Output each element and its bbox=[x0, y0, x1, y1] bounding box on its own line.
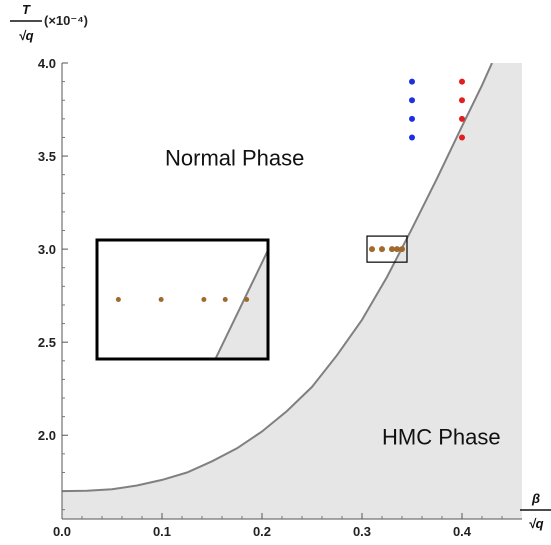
inset-data-point bbox=[158, 297, 164, 302]
y-axis-title-scale-suffix: (×10⁻⁴) bbox=[44, 13, 88, 28]
x-tick-label: 0.3 bbox=[353, 524, 371, 539]
data-point bbox=[399, 246, 405, 253]
region-label-hmc: HMC Phase bbox=[382, 425, 501, 450]
x-axis-title-denominator: √q bbox=[528, 516, 543, 531]
data-point bbox=[394, 246, 400, 253]
inset-data-point bbox=[222, 297, 228, 302]
data-point bbox=[379, 246, 385, 253]
y-tick-label: 2.5 bbox=[38, 335, 56, 350]
x-axis-title-numerator: β bbox=[531, 491, 540, 506]
data-point bbox=[389, 246, 395, 253]
inset-data-point bbox=[201, 297, 207, 302]
data-point bbox=[459, 97, 465, 104]
inset-hmc-region bbox=[215, 250, 268, 359]
plot-area bbox=[62, 63, 522, 519]
y-axis-title-numerator: T bbox=[22, 2, 31, 17]
x-tick-label: 0.1 bbox=[153, 524, 171, 539]
x-axis-title: β √q bbox=[520, 491, 551, 531]
data-point bbox=[409, 115, 415, 122]
inset-panel bbox=[95, 238, 270, 361]
inset-data-point bbox=[115, 297, 121, 302]
zoom-box bbox=[366, 235, 408, 263]
data-point bbox=[459, 134, 465, 141]
data-point bbox=[409, 78, 415, 85]
region-label-normal: Normal Phase bbox=[165, 145, 304, 170]
data-points bbox=[369, 78, 465, 253]
y-axis-title: T √q (×10⁻⁴) bbox=[10, 2, 88, 43]
hmc-phase-region bbox=[62, 63, 522, 519]
data-point bbox=[459, 115, 465, 122]
y-tick-label: 2.0 bbox=[38, 428, 56, 443]
inset-data-points bbox=[115, 297, 250, 302]
y-tick-label: 3.0 bbox=[38, 242, 56, 257]
x-tick-label: 0.4 bbox=[453, 524, 472, 539]
data-point bbox=[459, 78, 465, 85]
y-axis-title-denominator: √q bbox=[18, 28, 33, 43]
y-tick-label: 4.0 bbox=[38, 56, 56, 71]
inset-frame bbox=[95, 238, 270, 361]
data-point bbox=[409, 97, 415, 104]
data-point bbox=[409, 134, 415, 141]
data-point bbox=[369, 246, 375, 253]
inset-data-point bbox=[244, 297, 250, 302]
phase-boundary-curve bbox=[62, 63, 493, 493]
x-tick-label: 0.0 bbox=[53, 524, 71, 539]
y-tick-label: 3.5 bbox=[38, 149, 56, 164]
x-tick-label: 0.2 bbox=[253, 524, 271, 539]
axes: 0.0 0.1 0.2 0.3 0.4 2.0 2.5 3.0 3.5 4.0 bbox=[38, 56, 522, 539]
